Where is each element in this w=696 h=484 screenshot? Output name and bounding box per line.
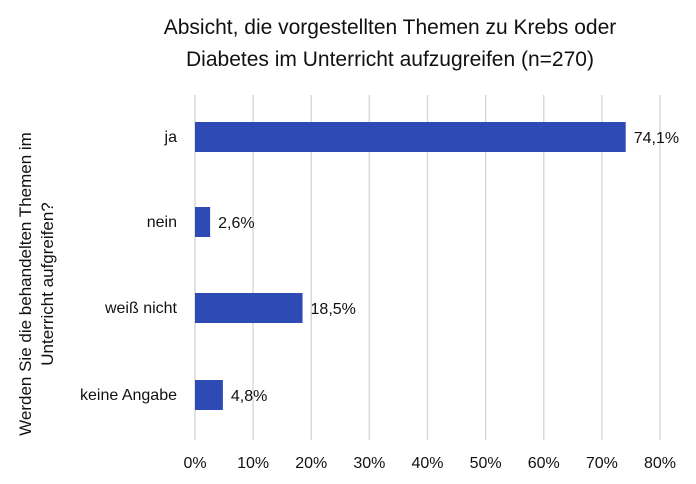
data-label: 74,1% <box>634 130 679 147</box>
data-label: 2,6% <box>218 215 254 232</box>
x-tick-label: 40% <box>411 455 443 472</box>
bar <box>195 207 211 237</box>
category-label: ja <box>164 129 178 146</box>
chart-title-line-2: Diabetes im Unterricht aufzugreifen (n=2… <box>186 48 594 71</box>
chart-title-line-1: Absicht, die vorgestellten Themen zu Kre… <box>163 16 617 39</box>
data-label: 4,8% <box>231 388 267 405</box>
x-tick-label: 30% <box>353 455 385 472</box>
x-tick-label: 60% <box>528 455 560 472</box>
x-tick-label: 70% <box>586 455 618 472</box>
x-tick-label: 80% <box>644 455 676 472</box>
category-label: keine Angabe <box>80 387 177 404</box>
x-tick-label: 20% <box>295 455 327 472</box>
category-label: nein <box>147 214 177 231</box>
bar <box>195 122 626 152</box>
x-tick-label: 10% <box>237 455 269 472</box>
bar <box>195 293 303 323</box>
category-label: weiß nicht <box>104 300 178 317</box>
chart-title: Absicht, die vorgestellten Themen zu Kre… <box>60 12 696 76</box>
data-label: 18,5% <box>311 301 356 318</box>
x-tick-label: 0% <box>183 455 206 472</box>
x-tick-label: 50% <box>470 455 502 472</box>
bar <box>195 380 223 410</box>
